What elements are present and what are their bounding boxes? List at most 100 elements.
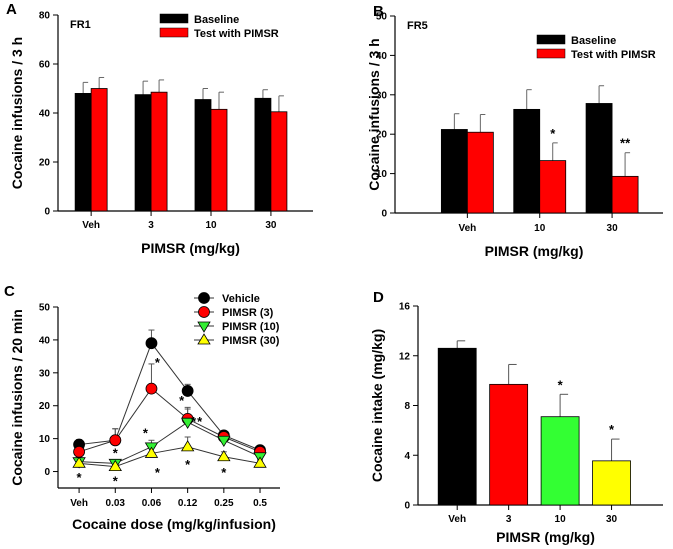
x-tick-label: 10 <box>534 223 546 234</box>
series-line-0 <box>79 342 261 451</box>
legend-label: PIMSR (10) <box>222 321 280 333</box>
x-tick-label: 3 <box>148 220 154 231</box>
y-axis-title: Cocaine infusions / 3 h <box>366 38 382 190</box>
point-s3-3 <box>180 440 195 452</box>
x-tick-label: 3 <box>506 514 512 525</box>
y-tick-label: 30 <box>39 368 51 379</box>
significance-marker: * <box>113 473 119 488</box>
significance-marker: * <box>550 126 556 141</box>
bar-a-s1-0 <box>90 88 108 212</box>
legend-marker <box>198 306 210 318</box>
significance-marker: ** <box>620 136 631 151</box>
y-tick-label: 0 <box>381 209 387 220</box>
point-s2-4 <box>217 435 231 448</box>
y-tick-label: 20 <box>39 158 51 169</box>
legend-label: Test with PIMSR <box>194 28 279 40</box>
legend-swatch <box>159 27 189 38</box>
significance-marker: * <box>143 426 149 441</box>
y-tick-label: 0 <box>44 207 50 218</box>
x-tick-label: Veh <box>70 498 88 509</box>
legend-swatch <box>159 13 189 24</box>
y-tick-label: 30 <box>376 90 388 101</box>
bar-a-s0-3 <box>254 97 272 212</box>
inset-label: FR1 <box>70 19 91 31</box>
x-axis-title: PIMSR (mg/kg) <box>485 243 584 259</box>
x-tick-label: 10 <box>205 220 217 231</box>
series-line-2 <box>79 421 261 464</box>
x-tick-label: Veh <box>458 223 476 234</box>
x-tick-label: Veh <box>448 514 466 525</box>
point-s1-0 <box>73 445 85 458</box>
x-tick-label: 0.5 <box>253 498 267 509</box>
x-axis-title: Cocaine dose (mg/kg/infusion) <box>72 516 276 532</box>
significance-marker: * <box>609 422 615 437</box>
y-tick-label: 8 <box>404 401 410 412</box>
bar-a-s0-1 <box>134 94 152 212</box>
legend-swatch <box>536 48 566 59</box>
x-axis-title: PIMSR (mg/kg) <box>496 529 595 545</box>
bar-d-2 <box>540 416 580 506</box>
point-s1-1 <box>109 434 122 447</box>
point-s0-2 <box>145 337 158 350</box>
series-line-3 <box>79 446 261 468</box>
y-tick-label: 50 <box>39 303 51 314</box>
y-tick-label: 4 <box>404 451 410 462</box>
point-s3-5 <box>253 456 267 468</box>
panel-letter: B <box>373 3 384 20</box>
x-tick-label: 10 <box>555 514 567 525</box>
significance-marker: * <box>77 470 83 485</box>
series-line-1 <box>78 387 261 453</box>
significance-marker: * <box>185 457 191 472</box>
bar-d-3 <box>592 460 631 506</box>
y-tick-label: 40 <box>39 335 51 346</box>
point-s3-2 <box>144 446 159 458</box>
panel-letter: A <box>6 1 17 18</box>
y-tick-label: 0 <box>404 501 410 512</box>
y-tick-label: 0 <box>44 467 50 478</box>
point-s3-4 <box>217 449 231 462</box>
bar-b-s0-2 <box>585 103 613 214</box>
y-tick-label: 40 <box>376 51 388 62</box>
significance-marker: * <box>191 414 197 429</box>
legend-marker <box>197 333 211 345</box>
bar-a-s1-2 <box>210 108 228 212</box>
significance-marker: * <box>558 377 564 392</box>
significance-marker: * <box>113 445 119 460</box>
legend-label: Test with PIMSR <box>571 49 656 61</box>
bar-d-1 <box>489 383 529 506</box>
x-tick-label: 30 <box>607 223 619 234</box>
y-tick-label: 20 <box>376 130 388 141</box>
legend-marker <box>197 321 211 333</box>
legend-marker <box>198 292 210 304</box>
inset-label: FR5 <box>407 20 428 32</box>
point-s1-2 <box>145 382 158 395</box>
panel-letter: D <box>373 289 384 306</box>
panel-letter: C <box>4 283 15 300</box>
x-tick-label: 30 <box>265 220 277 231</box>
bar-b-s1-1 <box>539 160 567 214</box>
significance-marker: * <box>197 414 203 429</box>
x-axis-title: PIMSR (mg/kg) <box>141 240 240 256</box>
y-axis-title: Cocaine intake (mg/kg) <box>369 329 385 482</box>
x-tick-label: Veh <box>82 220 100 231</box>
y-tick-label: 80 <box>39 11 51 22</box>
point-s0-3 <box>181 385 194 397</box>
y-tick-label: 40 <box>39 109 51 120</box>
x-tick-label: 0.12 <box>178 498 198 509</box>
legend-label: Vehicle <box>222 293 260 305</box>
legend-label: Baseline <box>571 35 616 47</box>
bar-b-s0-0 <box>440 129 468 214</box>
x-tick-label: 0.03 <box>106 498 126 509</box>
y-tick-label: 20 <box>39 401 51 412</box>
y-tick-label: 10 <box>39 434 51 445</box>
x-tick-label: 30 <box>606 514 618 525</box>
bar-d-0 <box>437 347 477 506</box>
x-tick-label: 0.25 <box>214 498 234 509</box>
y-tick-label: 16 <box>399 302 411 313</box>
y-tick-label: 12 <box>399 351 411 362</box>
significance-marker: * <box>155 355 161 370</box>
y-tick-label: 10 <box>376 169 388 180</box>
significance-marker: * <box>155 465 161 480</box>
y-axis-title: Cocaine infusions / 20 min <box>9 309 25 486</box>
